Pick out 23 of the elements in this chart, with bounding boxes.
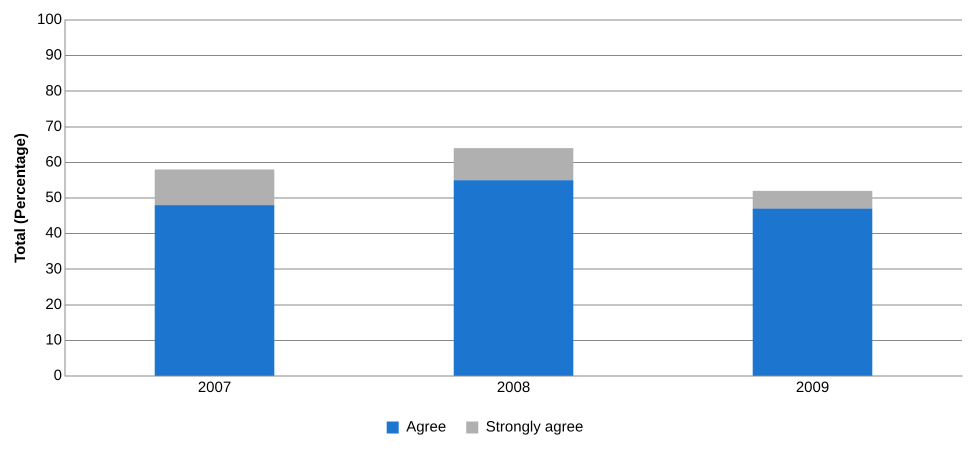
y-tick-label: 50 [45,189,62,206]
y-tick-label: 80 [45,82,62,100]
bar [454,148,574,180]
y-tick-label: 30 [45,260,62,278]
y-tick-label: 100 [36,11,62,28]
x-tick-label: 2007 [198,379,232,396]
y-tick-label: 20 [45,296,62,313]
y-tick-label: 90 [45,46,62,64]
y-tick-label: 0 [54,367,62,384]
y-tick-label: 40 [45,224,62,242]
bar [154,170,274,206]
x-tick-label: 2008 [496,379,530,396]
x-tick-label: 2009 [796,379,830,396]
y-tick-label: 70 [45,118,62,135]
y-tick-label: 60 [45,154,62,171]
y-axis-title: Total (Percentage) [12,133,30,263]
legend-label: Agree [406,418,446,436]
y-tick-label: 10 [45,332,62,349]
bar [154,205,274,376]
legend-label: Strongly agree [486,418,584,436]
bar [752,190,872,209]
bar [454,180,574,376]
bar [752,208,872,376]
